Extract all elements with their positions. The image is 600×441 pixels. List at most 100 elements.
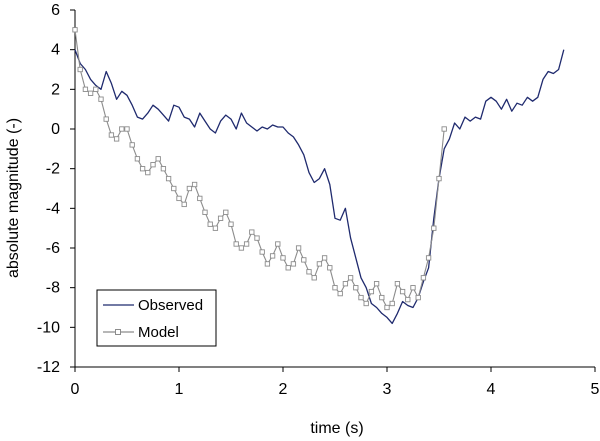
series-observed-line bbox=[74, 49, 565, 325]
series-model-point bbox=[342, 281, 349, 287]
series-model-point bbox=[150, 162, 156, 168]
series-model-point bbox=[431, 225, 437, 231]
series-model-point bbox=[420, 275, 427, 281]
y-tick-label: -4 bbox=[46, 200, 60, 217]
x-tick-label: 0 bbox=[71, 381, 80, 398]
series-model-point bbox=[295, 245, 302, 251]
series-model-point bbox=[113, 136, 120, 142]
series-model-point bbox=[363, 300, 369, 307]
series-observed bbox=[74, 49, 565, 325]
series-model-point bbox=[394, 281, 401, 287]
series-model-point bbox=[103, 116, 109, 122]
series-model-point bbox=[181, 201, 187, 208]
y-axis-title: absolute magnitude (-) bbox=[5, 118, 22, 278]
legend-model-marker bbox=[115, 329, 121, 335]
x-tick-label: 3 bbox=[383, 381, 392, 398]
series-model-point bbox=[337, 290, 343, 297]
y-tick-label: -2 bbox=[46, 161, 60, 178]
series-model-point bbox=[77, 66, 83, 73]
series-model-point bbox=[207, 221, 213, 227]
series-model-point bbox=[72, 27, 78, 33]
series-model-point bbox=[311, 275, 317, 281]
y-axis: -12 -10 -8 -6 -4 -2 0 2 4 6 bbox=[37, 2, 75, 376]
series-model-point bbox=[285, 265, 291, 271]
series-model-point bbox=[264, 261, 271, 267]
series-model-point bbox=[134, 156, 141, 162]
series-model-point bbox=[332, 285, 338, 291]
series-model-point bbox=[119, 126, 125, 132]
series-model-point bbox=[243, 241, 250, 247]
series-model-point bbox=[441, 126, 447, 132]
series-model-point bbox=[223, 209, 229, 215]
series-model-point bbox=[384, 304, 390, 311]
series-model-point bbox=[155, 156, 161, 162]
series-model-point bbox=[87, 90, 94, 96]
x-axis-title: time (s) bbox=[310, 420, 363, 437]
series-model-point bbox=[191, 181, 198, 188]
y-tick-label: 4 bbox=[51, 42, 60, 59]
series-model-point bbox=[124, 126, 130, 132]
x-axis: 0 1 2 3 4 5 bbox=[71, 367, 600, 398]
x-tick-label: 5 bbox=[591, 381, 600, 398]
legend-box bbox=[96, 289, 217, 347]
series-model-point bbox=[358, 294, 364, 301]
series-model-point bbox=[259, 249, 265, 255]
series-model-point bbox=[108, 132, 115, 138]
series-model-point bbox=[368, 288, 375, 295]
x-tick-label: 2 bbox=[279, 381, 288, 398]
series-model-point bbox=[410, 285, 416, 291]
series-model-point bbox=[425, 255, 432, 261]
series-model-point bbox=[202, 209, 208, 215]
series-model-point bbox=[228, 221, 234, 227]
series-model-point bbox=[280, 255, 286, 261]
x-tick-label: 4 bbox=[487, 381, 496, 398]
series-model-point bbox=[399, 288, 406, 295]
y-tick-label: -6 bbox=[46, 240, 60, 257]
series-model-point bbox=[197, 195, 203, 202]
series-model-point bbox=[379, 294, 385, 301]
series-model-point bbox=[129, 142, 135, 148]
series-model-point bbox=[233, 241, 239, 247]
series-model-point bbox=[145, 169, 151, 176]
series-model-point bbox=[436, 175, 442, 182]
y-tick-label: -12 bbox=[37, 359, 60, 376]
series-model-point bbox=[316, 261, 323, 267]
series-model-point bbox=[186, 185, 193, 192]
legend-model-label: Model bbox=[138, 324, 179, 341]
series-model-point bbox=[98, 96, 104, 102]
y-tick-label: -10 bbox=[37, 319, 60, 336]
series-model-point bbox=[176, 195, 182, 202]
series-model-point bbox=[353, 285, 359, 291]
y-tick-label: 0 bbox=[51, 121, 60, 138]
series-model-point bbox=[254, 235, 260, 241]
series-model-point bbox=[82, 86, 89, 92]
y-tick-label: 2 bbox=[51, 81, 60, 98]
series-model-point bbox=[405, 296, 411, 303]
series-model bbox=[72, 27, 447, 311]
series-layer bbox=[72, 27, 565, 325]
series-model-point bbox=[171, 185, 177, 192]
series-model-point bbox=[327, 265, 333, 271]
y-tick-label: -8 bbox=[46, 280, 60, 297]
series-model-point bbox=[238, 245, 245, 251]
series-model-point bbox=[290, 261, 297, 267]
series-model-point bbox=[165, 175, 172, 182]
series-model-point bbox=[306, 269, 312, 275]
series-model-point bbox=[347, 275, 354, 281]
series-model-point bbox=[269, 253, 276, 259]
series-model-line bbox=[74, 29, 445, 309]
series-model-point bbox=[212, 225, 219, 231]
series-model-point bbox=[275, 241, 281, 247]
series-model-point bbox=[373, 281, 380, 287]
series-model-point bbox=[249, 229, 255, 235]
series-model-point bbox=[389, 300, 395, 307]
y-tick-label: 6 bbox=[51, 2, 60, 19]
series-model-point bbox=[301, 257, 307, 263]
series-model-point bbox=[415, 294, 421, 301]
series-model-point bbox=[160, 166, 167, 172]
plot-area bbox=[74, 10, 595, 368]
series-model-point bbox=[321, 255, 328, 261]
legend-observed-label: Observed bbox=[138, 297, 203, 314]
series-model-point bbox=[139, 166, 146, 172]
